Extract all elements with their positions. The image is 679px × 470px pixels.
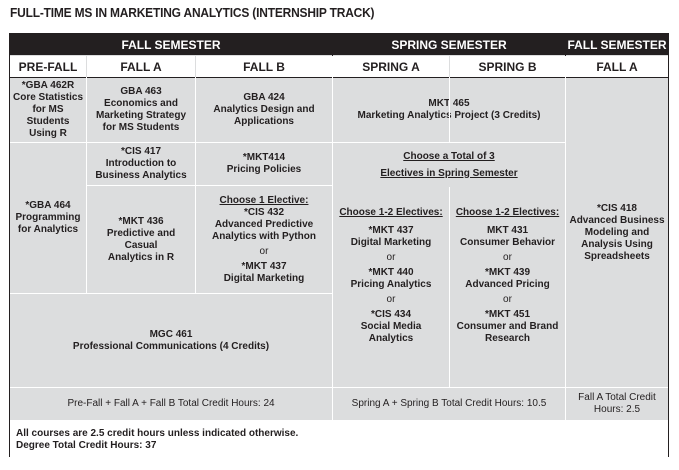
fall-b-elective-group: Choose 1 Elective: *CIS 432 Advanced Pre…	[212, 194, 316, 284]
header-pre-fall: PRE-FALL	[10, 56, 86, 77]
header-fall-semester: FALL SEMESTER	[10, 34, 332, 55]
notes: All courses are 2.5 credit hours unless …	[10, 420, 668, 457]
course-mkt414: *MKT414 Pricing Policies	[226, 152, 302, 175]
page-title: FULL-TIME MS IN MARKETING ANALYTICS (INT…	[10, 5, 375, 20]
course-mgc461: MGC 461 Professional Communications (4 C…	[72, 328, 270, 352]
spring-b-electives: Choose 1-2 Electives: MKT 431 Consumer B…	[455, 207, 560, 344]
header-spring-semester: SPRING SEMESTER	[333, 34, 565, 55]
total-fall: Pre-Fall + Fall A + Fall B Total Credit …	[67, 398, 275, 409]
header-fall-semester-2: FALL SEMESTER	[566, 34, 668, 55]
header-fall-a: FALL A	[87, 56, 195, 77]
course-gba464: *GBA 464 Programming for Analytics	[15, 200, 81, 235]
header-spring-b: SPRING B	[450, 56, 565, 77]
course-gba463: GBA 463 Economics and Marketing Strategy…	[95, 86, 187, 133]
course-cis418: *CIS 418 Advanced Business Modeling and …	[569, 202, 665, 262]
course-gba462r: *GBA 462R Core Statistics for MS Student…	[12, 80, 84, 139]
notes-line-2: Degree Total Credit Hours: 37	[16, 440, 157, 451]
course-mkt465: MKT 465 Marketing Analytics Project (3 C…	[357, 98, 541, 121]
header-fall-b: FALL B	[196, 56, 332, 77]
curriculum-table: FALL SEMESTER SPRING SEMESTER FALL SEMES…	[9, 33, 669, 457]
fall-b-elective-heading: Choose 1 Elective:	[219, 194, 309, 206]
spring-a-electives: Choose 1-2 Electives: *MKT 437 Digital M…	[339, 207, 443, 344]
course-cis417: *CIS 417 Introduction to Business Analyt…	[95, 146, 187, 181]
spring-electives-heading: Choose a Total of 3 Electives in Spring …	[380, 150, 518, 179]
course-mkt436: *MKT 436 Predictive and Casual Analytics…	[106, 215, 176, 263]
course-gba424: GBA 424 Analytics Design and Application…	[213, 92, 315, 127]
total-fall-a-2: Fall A Total Credit Hours: 2.5	[578, 392, 656, 415]
notes-line-1: All courses are 2.5 credit hours unless …	[16, 428, 299, 439]
total-spring: Spring A + Spring B Total Credit Hours: …	[351, 398, 547, 409]
header-spring-a: SPRING A	[333, 56, 449, 77]
header-fall-a-2: FALL A	[566, 56, 668, 77]
